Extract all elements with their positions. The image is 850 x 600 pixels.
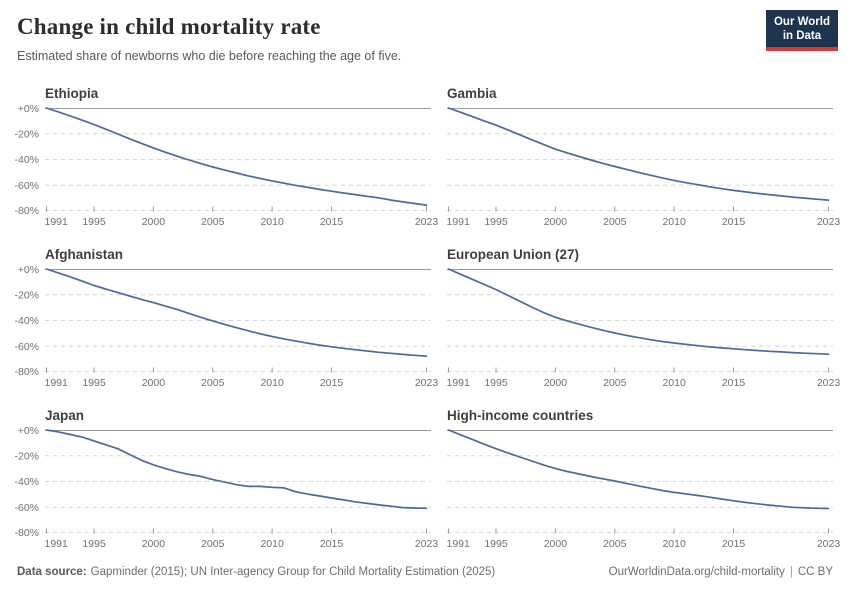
x-tick-label: 2010: [260, 216, 284, 228]
owid-logo: Our World in Data: [765, 10, 838, 51]
line-series-ethiopia: [45, 107, 428, 206]
license-label: CC BY: [797, 566, 833, 578]
owid-logo-line2: in Data: [782, 30, 822, 42]
x-tick-label: 2015: [320, 377, 344, 389]
chart-header: Change in child mortality rate Estimated…: [0, 0, 850, 82]
footer-separator: |: [789, 566, 793, 578]
facet-title: Afghanistan: [45, 247, 124, 262]
y-tick-label: -40%: [14, 476, 39, 488]
y-tick-label: -40%: [14, 315, 39, 327]
x-tick-label: 2023: [817, 216, 841, 228]
owid-logo-line1: Our World: [773, 16, 830, 28]
facet-plot: 1991 1995 2000 2005 2010 2015 2023: [447, 429, 840, 550]
facet-title: Japan: [45, 408, 85, 423]
x-tick-label: 1991: [447, 538, 471, 550]
x-tick-label: 2000: [142, 377, 166, 389]
x-tick-label: 2010: [260, 538, 284, 550]
data-source-label: Data source:: [17, 566, 87, 578]
y-tick-label: -60%: [14, 502, 39, 514]
facet-title: High-income countries: [447, 408, 594, 423]
x-tick-label: 1991: [45, 377, 69, 389]
chart-footer: Data source: Gapminder (2015); UN Inter-a…: [0, 566, 850, 578]
page-title: Change in child mortality rate: [17, 14, 321, 39]
y-tick-label: +0%: [18, 425, 39, 437]
x-tick-label: 2023: [415, 216, 439, 228]
x-tick-label: 1995: [484, 377, 508, 389]
facet-title: Ethiopia: [45, 86, 99, 101]
x-tick-label: 2005: [201, 538, 225, 550]
x-tick-label: 1995: [82, 538, 106, 550]
x-tick-label: 2000: [544, 216, 568, 228]
x-tick-label: 1995: [82, 377, 106, 389]
line-series-european-union-27: [447, 268, 830, 356]
x-tick-label: 1995: [82, 216, 106, 228]
y-tick-label: -20%: [14, 128, 39, 140]
x-tick-label: 2005: [201, 216, 225, 228]
y-tick-label: +0%: [18, 103, 39, 115]
x-tick-label: 2023: [415, 538, 439, 550]
x-tick-label: 1991: [447, 377, 471, 389]
x-tick-label: 2005: [201, 377, 225, 389]
x-tick-label: 2005: [603, 538, 627, 550]
x-tick-label: 2005: [603, 216, 627, 228]
x-tick-label: 1991: [45, 538, 69, 550]
data-source-text: Gapminder (2015); UN Inter-agency Group …: [90, 566, 496, 578]
x-tick-label: 1995: [484, 538, 508, 550]
x-tick-label: 2010: [260, 377, 284, 389]
x-tick-label: 2010: [662, 377, 686, 389]
facet-high-income-countries: High-income countries 1991 1995 2000 2005 201…: [447, 407, 841, 552]
facet-plot: +0% -20% -40% -60% -80% 1991 1995 2000 2005 2010 2…: [14, 264, 438, 389]
facet-japan: Japan +0% -20% -40% -60% -80% 1991 1995 2000 2005…: [0, 407, 438, 552]
facet-afghanistan: Afghanistan +0% -20% -40% -60% -80% 1991 1995 20…: [0, 246, 438, 391]
x-tick-label: 2010: [662, 538, 686, 550]
facet-title: European Union (27): [447, 247, 580, 262]
x-tick-label: 2023: [817, 377, 841, 389]
facet-plot: +0% -20% -40% -60% -80% 1991 1995 2000 2005 2010 2…: [14, 103, 438, 228]
x-tick-label: 2000: [544, 377, 568, 389]
y-tick-label: -40%: [14, 154, 39, 166]
y-tick-label: -80%: [14, 366, 39, 378]
x-tick-label: 2023: [817, 538, 841, 550]
line-series-japan: [45, 429, 428, 510]
x-tick-label: 2015: [722, 216, 746, 228]
x-tick-label: 2000: [544, 538, 568, 550]
facet-european-union-27: European Union (27) 1991 1995 2000 2005 2010 2…: [447, 246, 841, 391]
chart-subtitle: Estimated share of newborns who die befo…: [17, 49, 402, 63]
y-tick-label: -80%: [14, 205, 39, 217]
y-tick-label: -20%: [14, 450, 39, 462]
x-tick-label: 2015: [722, 377, 746, 389]
facet-gambia: Gambia 1991 1995 2000 2005 2010 2015 2023: [447, 85, 841, 230]
line-series-gambia: [447, 107, 830, 201]
x-tick-label: 2000: [142, 538, 166, 550]
y-tick-label: -20%: [14, 289, 39, 301]
x-tick-label: 1995: [484, 216, 508, 228]
facet-ethiopia: Ethiopia +0% -20% -40% -60% -80% 1991 1995 2000 2…: [0, 85, 438, 230]
y-tick-label: -60%: [14, 341, 39, 353]
x-tick-label: 2015: [320, 216, 344, 228]
y-tick-label: +0%: [18, 264, 39, 276]
facet-title: Gambia: [447, 86, 497, 101]
x-tick-label: 2010: [662, 216, 686, 228]
facet-plot: +0% -20% -40% -60% -80% 1991 1995 2000 2005 2010 2…: [14, 425, 438, 550]
owid-url-link[interactable]: OurWorldinData.org/child-mortality: [608, 566, 785, 578]
x-tick-label: 2015: [320, 538, 344, 550]
x-tick-label: 2015: [722, 538, 746, 550]
facet-plot: 1991 1995 2000 2005 2010 2015 2023: [447, 268, 840, 389]
x-tick-label: 2000: [142, 216, 166, 228]
x-tick-label: 2005: [603, 377, 627, 389]
y-tick-label: -80%: [14, 527, 39, 539]
x-tick-label: 2023: [415, 377, 439, 389]
footer-attribution: OurWorldinData.org/child-mortality | CC BY: [609, 566, 833, 578]
small-multiples-grid: Ethiopia +0% -20% -40% -60% -80% 1991 1995 2000 2…: [0, 85, 850, 552]
line-series-high-income-countries: [447, 429, 830, 510]
data-source: Data source: Gapminder (2015); UN Inter-a…: [17, 566, 495, 578]
line-series-afghanistan: [45, 268, 428, 358]
x-tick-label: 1991: [447, 216, 471, 228]
owid-logo-box: Our World in Data: [765, 10, 838, 51]
y-tick-label: -60%: [14, 180, 39, 192]
x-tick-label: 1991: [45, 216, 69, 228]
facet-plot: 1991 1995 2000 2005 2010 2015 2023: [447, 107, 840, 228]
